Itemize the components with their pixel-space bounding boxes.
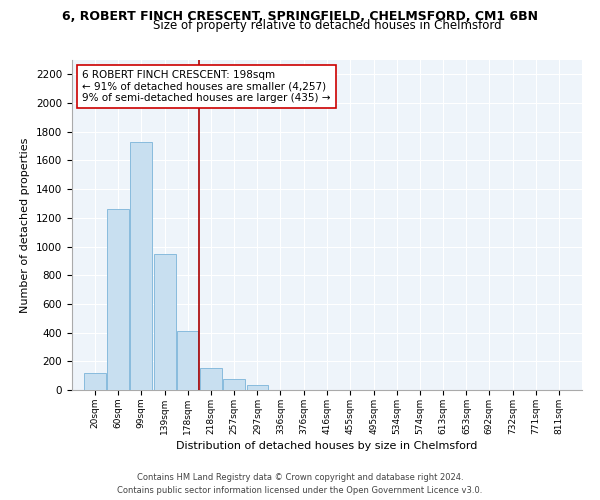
Bar bbox=[154, 254, 176, 390]
Bar bbox=[200, 368, 222, 390]
Title: Size of property relative to detached houses in Chelmsford: Size of property relative to detached ho… bbox=[152, 20, 502, 32]
Bar bbox=[130, 142, 152, 390]
Y-axis label: Number of detached properties: Number of detached properties bbox=[20, 138, 31, 312]
Text: 6, ROBERT FINCH CRESCENT, SPRINGFIELD, CHELMSFORD, CM1 6BN: 6, ROBERT FINCH CRESCENT, SPRINGFIELD, C… bbox=[62, 10, 538, 23]
Text: 6 ROBERT FINCH CRESCENT: 198sqm
← 91% of detached houses are smaller (4,257)
9% : 6 ROBERT FINCH CRESCENT: 198sqm ← 91% of… bbox=[82, 70, 331, 103]
Bar bbox=[247, 385, 268, 390]
Bar bbox=[177, 331, 199, 390]
Bar bbox=[107, 209, 129, 390]
X-axis label: Distribution of detached houses by size in Chelmsford: Distribution of detached houses by size … bbox=[176, 441, 478, 451]
Text: Contains HM Land Registry data © Crown copyright and database right 2024.
Contai: Contains HM Land Registry data © Crown c… bbox=[118, 474, 482, 495]
Bar bbox=[223, 378, 245, 390]
Bar bbox=[84, 373, 106, 390]
